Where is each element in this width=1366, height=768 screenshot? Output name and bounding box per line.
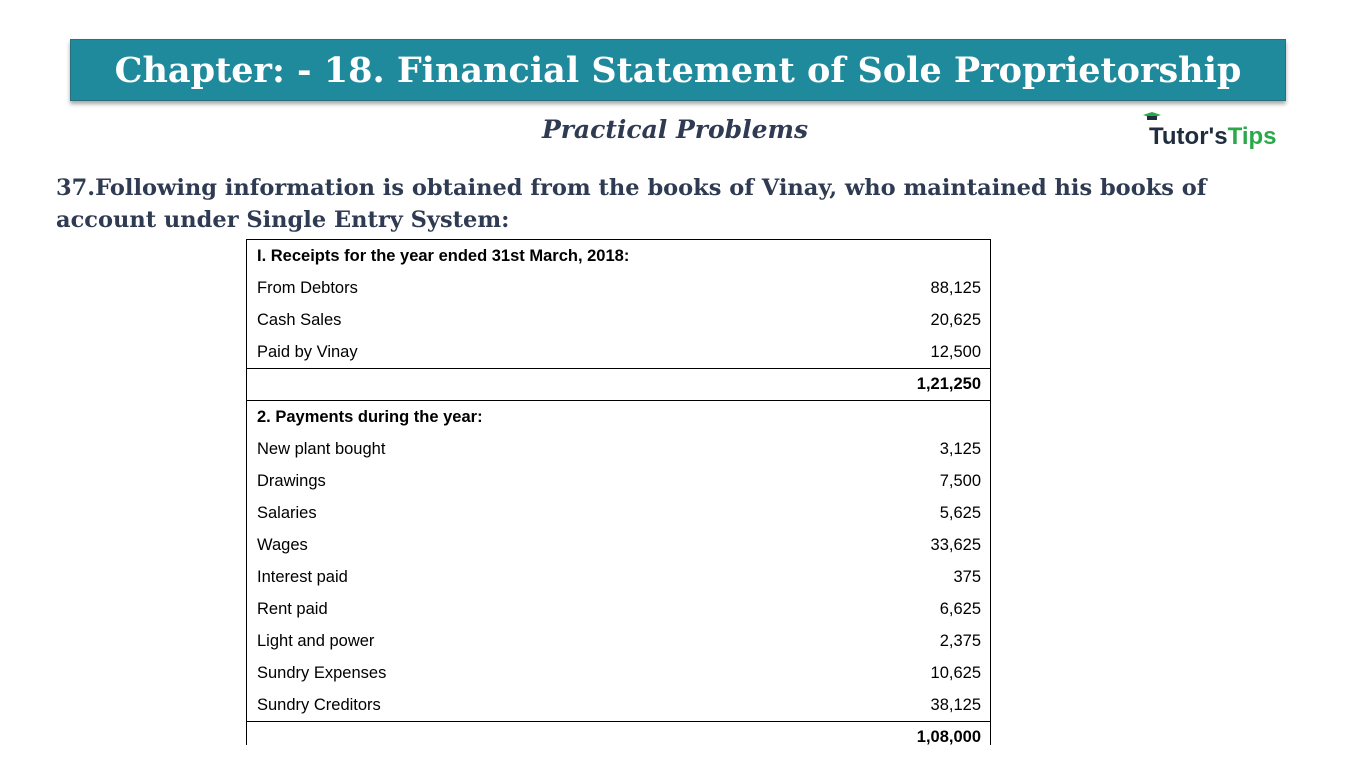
section-subtitle: Practical Problems xyxy=(541,115,809,144)
payments-total-row: 1,08,000 xyxy=(247,721,990,745)
table-row: Rent paid 6,625 xyxy=(247,593,990,625)
row-label: Sundry Expenses xyxy=(257,663,387,682)
chapter-title: Chapter: - 18. Financial Statement of So… xyxy=(114,49,1242,91)
row-label: Drawings xyxy=(257,471,326,490)
row-label: Interest paid xyxy=(257,567,348,586)
payments-total: 1,08,000 xyxy=(916,728,981,745)
row-amount: 10,625 xyxy=(930,663,981,682)
row-amount: 2,375 xyxy=(939,631,981,650)
row-label: Paid by Vinay xyxy=(257,342,358,361)
tutors-tips-logo: Tutor'sTips xyxy=(1143,112,1291,152)
table-row: Drawings 7,500 xyxy=(247,465,990,497)
question-text: 37.Following information is obtained fro… xyxy=(56,175,1207,233)
table-row: New plant bought 3,125 xyxy=(247,433,990,465)
table-row: Sundry Expenses 10,625 xyxy=(247,657,990,689)
table-row: Paid by Vinay 12,500 xyxy=(247,336,990,368)
row-amount: 38,125 xyxy=(930,695,981,714)
logo-text-part1: Tutor's xyxy=(1149,123,1228,150)
row-amount: 20,625 xyxy=(930,310,981,329)
receipts-heading-row: I. Receipts for the year ended 31st Marc… xyxy=(247,240,990,272)
receipts-total-row: 1,21,250 xyxy=(247,368,990,401)
table-row: Light and power 2,375 xyxy=(247,625,990,657)
receipts-heading: I. Receipts for the year ended 31st Marc… xyxy=(257,246,630,265)
receipts-total: 1,21,250 xyxy=(916,375,981,393)
logo-text: Tutor'sTips xyxy=(1143,113,1277,151)
row-label: Salaries xyxy=(257,503,317,522)
chapter-banner: Chapter: - 18. Financial Statement of So… xyxy=(70,39,1286,101)
row-amount: 6,625 xyxy=(939,599,981,618)
row-label: Wages xyxy=(257,535,308,554)
row-label: Light and power xyxy=(257,631,375,650)
row-label: From Debtors xyxy=(257,278,358,297)
table-row: Wages 33,625 xyxy=(247,529,990,561)
row-amount: 33,625 xyxy=(930,535,981,554)
row-label: Cash Sales xyxy=(257,310,342,329)
row-amount: 3,125 xyxy=(939,439,981,458)
row-label: Rent paid xyxy=(257,599,328,618)
row-amount: 12,500 xyxy=(930,342,981,361)
table-row: Interest paid 375 xyxy=(247,561,990,593)
statement-table: I. Receipts for the year ended 31st Marc… xyxy=(246,239,991,745)
row-label: Sundry Creditors xyxy=(257,695,381,714)
row-label: New plant bought xyxy=(257,439,386,458)
table-row: Cash Sales 20,625 xyxy=(247,304,990,336)
table-row: Sundry Creditors 38,125 xyxy=(247,689,990,721)
row-amount: 88,125 xyxy=(930,278,981,297)
graduation-cap-icon xyxy=(1143,112,1161,120)
row-amount: 375 xyxy=(953,567,981,586)
table-row: From Debtors 88,125 xyxy=(247,272,990,304)
row-amount: 5,625 xyxy=(939,503,981,522)
row-amount: 7,500 xyxy=(939,471,981,490)
payments-heading-row: 2. Payments during the year: xyxy=(247,401,990,433)
logo-text-part2: Tips xyxy=(1227,123,1277,150)
payments-heading: 2. Payments during the year: xyxy=(257,407,483,426)
table-row: Salaries 5,625 xyxy=(247,497,990,529)
